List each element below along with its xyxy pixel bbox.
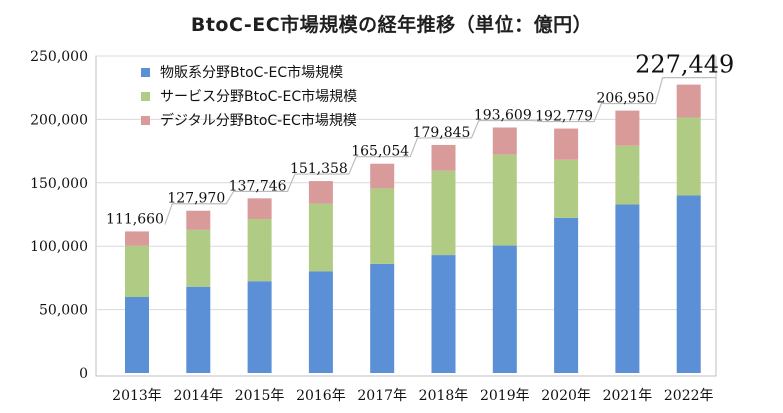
bar-segment-2 — [431, 170, 456, 256]
bar-segment-1 — [676, 195, 701, 373]
bar-segment-2 — [186, 229, 211, 287]
bar-segment-1 — [186, 286, 211, 373]
total-value-label: 137,746 — [229, 178, 287, 194]
bar-segment-2 — [615, 145, 640, 205]
y-tick-label: 0 — [79, 366, 88, 382]
total-value-label: 151,358 — [290, 161, 348, 177]
bar-segment-3 — [615, 110, 640, 146]
total-value-label: 127,970 — [167, 191, 225, 207]
bar-segment-2 — [554, 159, 579, 218]
x-tick-label: 2017年 — [357, 388, 407, 404]
bar-segment-3 — [431, 144, 456, 171]
x-tick-label: 2015年 — [235, 388, 285, 404]
bar-segment-3 — [370, 163, 395, 189]
x-tick-label: 2022年 — [664, 388, 714, 404]
legend-label-3: デジタル分野BtoC-EC市場規模 — [160, 112, 357, 129]
y-tick-label: 200,000 — [30, 112, 88, 128]
bar-segment-1 — [370, 263, 395, 373]
x-tick-label: 2013年 — [112, 388, 162, 404]
x-tick-label: 2019年 — [480, 388, 530, 404]
x-tick-label: 2021年 — [603, 388, 653, 404]
x-tick-label: 2014年 — [173, 388, 223, 404]
x-tick-label: 2018年 — [419, 388, 469, 404]
total-value-label: 227,449 — [635, 51, 734, 79]
total-value-label: 206,950 — [596, 91, 654, 107]
bar-segment-3 — [186, 210, 211, 230]
total-value-label: 193,609 — [474, 108, 532, 124]
total-value-label: 111,660 — [106, 211, 164, 227]
bar-segment-2 — [308, 203, 333, 272]
bar-segment-2 — [676, 117, 701, 196]
bar-segment-2 — [247, 219, 272, 282]
bar-segment-3 — [308, 181, 333, 204]
bar-segment-1 — [431, 255, 456, 373]
chart-title: BtoC-EC市場規模の経年推移（単位：億円） — [190, 14, 593, 36]
bar-segment-1 — [554, 217, 579, 373]
x-tick-label: 2020年 — [541, 388, 591, 404]
y-tick-label: 50,000 — [39, 303, 88, 319]
x-tick-label: 2016年 — [296, 388, 346, 404]
bar-segment-3 — [676, 84, 701, 118]
bar-segment-3 — [554, 128, 579, 160]
bar-segment-1 — [247, 281, 272, 373]
bar-segment-3 — [125, 231, 149, 246]
bar-segment-1 — [492, 245, 517, 373]
y-tick-label: 100,000 — [30, 239, 88, 255]
total-value-label: 165,054 — [351, 144, 409, 160]
legend-label-1: 物販系分野BtoC-EC市場規模 — [160, 64, 343, 81]
bar-segment-1 — [125, 297, 149, 373]
bar-segment-1 — [615, 204, 640, 373]
bar-segment-3 — [247, 198, 272, 220]
bar-segment-3 — [492, 127, 517, 155]
legend-swatch-1 — [141, 68, 150, 77]
bar-segment-2 — [492, 154, 517, 246]
bar-segment-2 — [370, 188, 395, 264]
total-trend-line — [164, 76, 717, 225]
total-value-label: 192,779 — [535, 109, 593, 125]
legend-swatch-2 — [141, 92, 150, 101]
y-tick-label: 250,000 — [30, 49, 88, 65]
bar-segment-1 — [308, 271, 333, 373]
total-value-label: 179,845 — [413, 125, 471, 141]
bar-segment-2 — [125, 245, 149, 298]
legend-swatch-3 — [141, 116, 150, 125]
legend-label-2: サービス分野BtoC-EC市場規模 — [160, 88, 357, 105]
y-tick-label: 150,000 — [30, 176, 88, 192]
